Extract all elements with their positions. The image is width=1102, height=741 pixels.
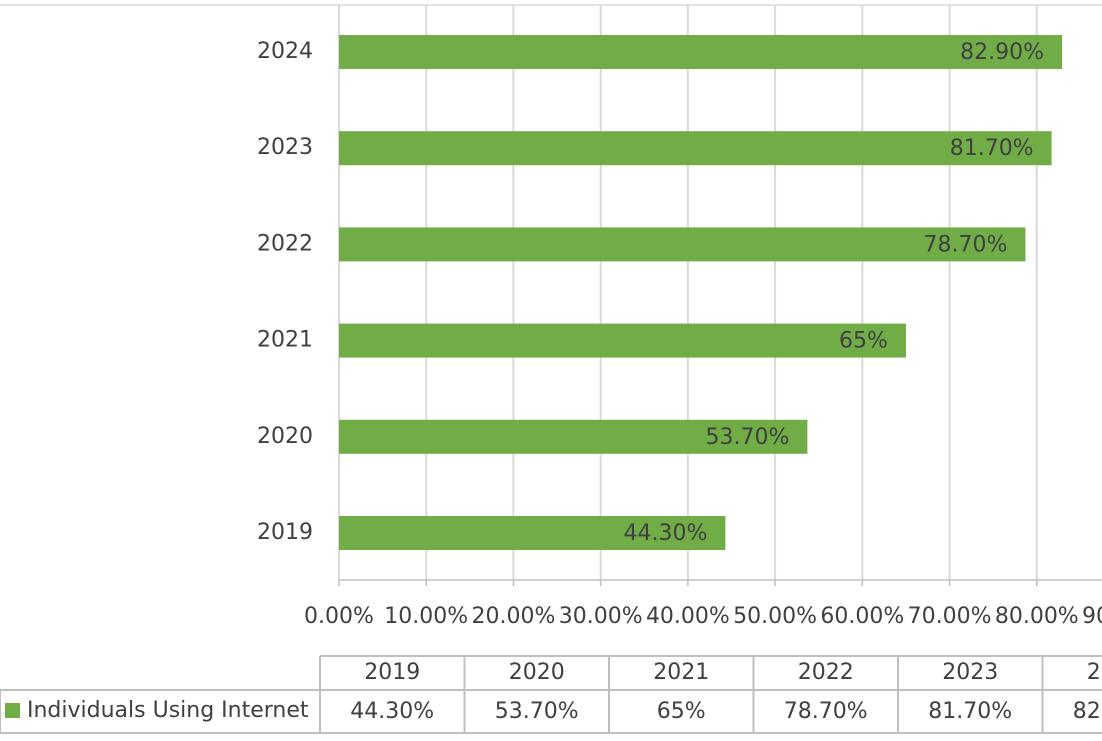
x-tick-label: 50.00%	[733, 604, 817, 629]
table-header: 2020	[509, 660, 565, 685]
table-header: 2021	[653, 660, 709, 685]
x-tick-label: 90.00%	[1082, 604, 1102, 629]
bar	[339, 419, 808, 454]
bar	[339, 227, 1026, 262]
data-label: 82.90%	[960, 40, 1044, 65]
x-tick-label: 40.00%	[646, 604, 730, 629]
legend-label: Individuals Using Internet	[27, 698, 309, 723]
y-tick-label: 2024	[257, 39, 313, 64]
data-label: 65%	[839, 329, 888, 354]
table-header: 2024	[1087, 660, 1102, 685]
table-header: 2023	[942, 660, 998, 685]
data-label: 44.30%	[624, 521, 708, 546]
y-tick-label: 2023	[257, 135, 313, 160]
x-tick-label: 20.00%	[471, 604, 555, 629]
table-cell: 82.90%	[1073, 699, 1102, 724]
data-label: 53.70%	[705, 425, 789, 450]
table-header: 2022	[798, 660, 854, 685]
x-tick-label: 30.00%	[559, 604, 643, 629]
table-cell: 81.70%	[928, 699, 1012, 724]
x-tick-label: 70.00%	[908, 604, 992, 629]
y-tick-label: 2022	[257, 231, 313, 256]
data-label: 81.70%	[950, 136, 1034, 161]
y-tick-label: 2021	[257, 328, 313, 353]
y-tick-label: 2019	[257, 520, 313, 545]
y-tick-label: 2020	[257, 424, 313, 449]
x-tick-label: 0.00%	[304, 604, 374, 629]
table-cell: 44.30%	[350, 699, 434, 724]
x-tick-label: 80.00%	[995, 604, 1079, 629]
table-cell: 78.70%	[784, 699, 868, 724]
table-header: 2019	[364, 660, 420, 685]
bar	[339, 35, 1063, 69]
table-cell: 53.70%	[495, 699, 579, 724]
data-label: 78.70%	[924, 232, 1008, 257]
legend-swatch	[5, 703, 20, 718]
table-cell: 65%	[657, 699, 706, 724]
bar	[339, 516, 726, 550]
x-tick-label: 10.00%	[384, 604, 468, 629]
bar	[339, 323, 906, 358]
x-tick-label: 60.00%	[820, 604, 904, 629]
bar	[339, 131, 1052, 166]
